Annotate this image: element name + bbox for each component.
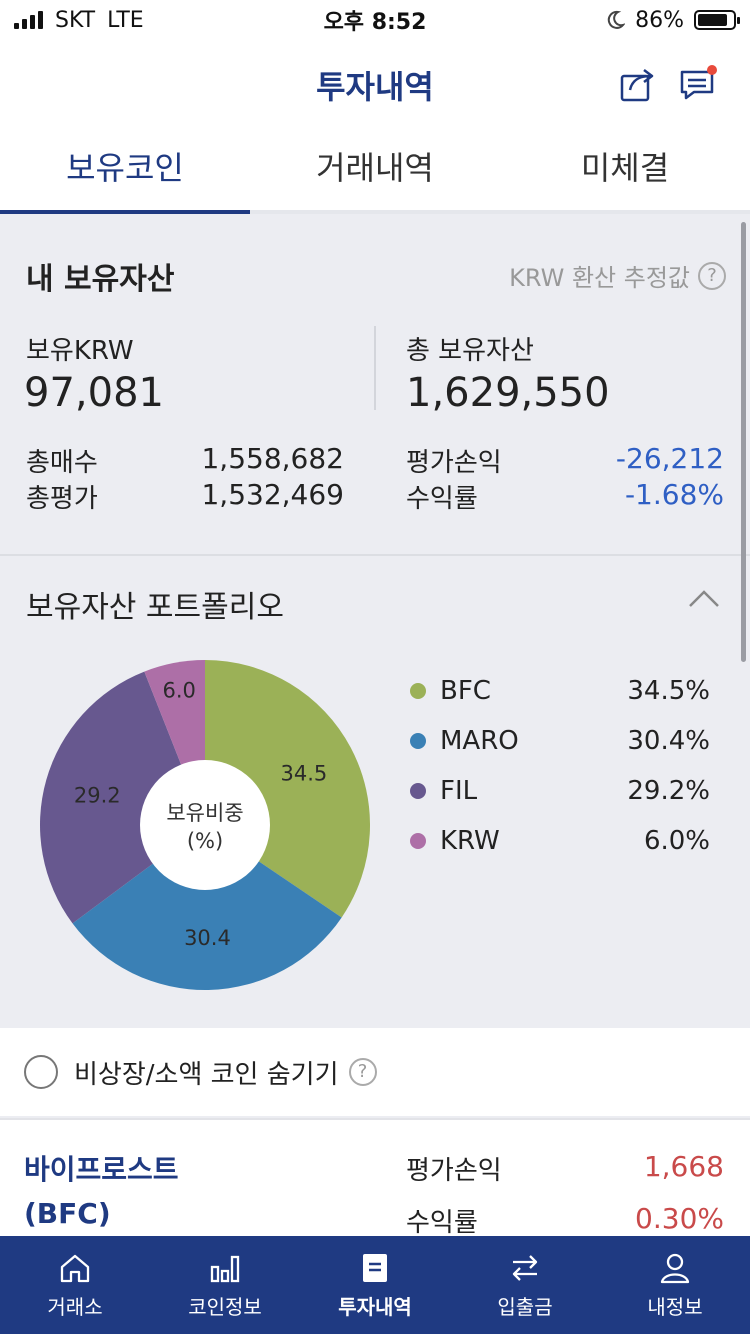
portfolio-title: 보유자산 포트폴리오: [26, 590, 284, 625]
chart-center-label-1: 보유비중: [166, 801, 243, 825]
battery-icon: [694, 10, 740, 30]
nav-label: 투자내역: [338, 1294, 412, 1319]
portfolio-section: 보유자산 포트폴리오 보유비중 (%) 34.5 30.4 29.2 6.0 BFC …: [0, 556, 750, 1026]
page-title: 투자내역: [316, 68, 434, 106]
tab-bar: 보유코인 거래내역 미체결: [0, 128, 750, 214]
app-header: 투자내역: [0, 40, 750, 126]
assets-title: 내 보유자산: [26, 262, 175, 297]
legend-dot: [410, 783, 426, 799]
legend-item-bfc: BFC 34.5%: [410, 666, 710, 716]
share-icon[interactable]: [618, 64, 658, 104]
krw-value: 97,081: [24, 370, 164, 416]
slice-label-fil: 29.2: [74, 783, 121, 807]
legend-name: BFC: [440, 676, 491, 706]
nav-label: 코인정보: [188, 1294, 262, 1319]
notification-dot: [707, 65, 717, 75]
return-rate-label: 수익률: [406, 484, 478, 514]
nav-label: 입출금: [497, 1294, 553, 1319]
nav-coin-info[interactable]: 코인정보: [150, 1236, 300, 1334]
my-assets-section: 내 보유자산 KRW 환산 추정값 ? 보유KRW 97,081 총 보유자산 …: [0, 214, 750, 554]
tab-history[interactable]: 거래내역: [316, 149, 434, 187]
slice-label-bfc: 34.5: [281, 761, 328, 785]
slice-label-maro: 30.4: [184, 926, 231, 950]
pie-slice-fil: [40, 671, 205, 924]
pie-slice-maro: [72, 825, 342, 990]
legend-item-krw: KRW 6.0%: [410, 816, 710, 866]
coin-row-bfc[interactable]: 바이프로스트 (BFC) 평가손익 1,668 수익률 0.30%: [0, 1118, 750, 1236]
chart-legend: BFC 34.5% MARO 30.4% FIL 29.2% KRW 6.0%: [410, 666, 710, 866]
nav-label: 거래소: [47, 1294, 103, 1319]
status-right: 86%: [605, 7, 740, 33]
coin-return-value: 0.30%: [635, 1202, 724, 1235]
tab-holdings[interactable]: 보유코인: [0, 128, 250, 214]
document-icon: [363, 1253, 387, 1282]
nav-deposit-withdraw[interactable]: 입출금: [450, 1236, 600, 1334]
legend-name: MARO: [440, 726, 519, 756]
help-icon[interactable]: ?: [698, 261, 726, 290]
krw-estimate-label: KRW 환산 추정값: [509, 264, 690, 292]
nav-my-info[interactable]: 내정보: [600, 1236, 750, 1334]
profit-loss-label: 평가손익: [406, 448, 502, 478]
battery-percent: 86%: [635, 7, 684, 33]
hide-small-coins-label: 비상장/소액 코인 숨기기: [74, 1059, 339, 1090]
home-icon: [60, 1254, 90, 1282]
legend-name: KRW: [440, 826, 500, 856]
legend-pct: 6.0%: [643, 826, 710, 856]
divider: [374, 326, 376, 410]
total-eval-label: 총평가: [26, 484, 98, 514]
coin-symbol: (BFC): [24, 1197, 111, 1230]
transfer-icon: [512, 1254, 538, 1281]
nav-investments[interactable]: 투자내역: [300, 1236, 450, 1334]
chevron-up-icon[interactable]: [686, 586, 722, 610]
status-left: SKT LTE: [14, 8, 144, 33]
profit-loss-value: -26,212: [615, 442, 724, 475]
portfolio-donut-chart: 보유비중 (%) 34.5 30.4 29.2 6.0: [40, 660, 370, 990]
coin-profit-loss-label: 평가손익: [406, 1156, 502, 1186]
nav-exchange[interactable]: 거래소: [0, 1236, 150, 1334]
pie-slice-bfc: [205, 660, 370, 918]
help-icon[interactable]: ?: [348, 1058, 377, 1086]
krw-estimate-note[interactable]: KRW 환산 추정값 ?: [509, 258, 726, 293]
donut-hole: [140, 760, 270, 890]
legend-dot: [410, 683, 426, 699]
total-eval-value: 1,532,469: [201, 478, 344, 511]
battery-level-fill: [698, 14, 728, 26]
legend-item-maro: MARO 30.4%: [410, 716, 710, 766]
section-divider: [0, 554, 750, 556]
legend-pct: 30.4%: [627, 726, 710, 756]
carrier-label: SKT: [55, 7, 96, 33]
legend-item-fil: FIL 29.2%: [410, 766, 710, 816]
legend-pct: 29.2%: [627, 776, 710, 806]
signal-icon: [14, 11, 43, 29]
scrollbar[interactable]: [741, 222, 746, 662]
legend-pct: 34.5%: [627, 676, 710, 706]
network-label: LTE: [107, 7, 144, 33]
bottom-nav: 거래소 코인정보 투자내역 입출금 내정보: [0, 1236, 750, 1334]
legend-dot: [410, 833, 426, 849]
content-area[interactable]: 내 보유자산 KRW 환산 추정값 ? 보유KRW 97,081 총 보유자산 …: [0, 214, 750, 1236]
coin-return-label: 수익률: [406, 1208, 478, 1236]
hide-small-coins-row[interactable]: 비상장/소액 코인 숨기기 ?: [0, 1028, 750, 1116]
slice-label-krw: 6.0: [162, 678, 195, 702]
tab-pending[interactable]: 미체결: [580, 149, 670, 187]
status-bar: SKT LTE 오후 8:52 86%: [0, 0, 750, 40]
total-buy-label: 총매수: [26, 448, 98, 478]
chart-center-label-2: (%): [187, 829, 223, 853]
krw-label: 보유KRW: [26, 336, 134, 366]
user-icon: [660, 1253, 690, 1283]
coin-profit-loss-value: 1,668: [643, 1150, 724, 1183]
hide-small-coins-radio[interactable]: [24, 1055, 58, 1089]
coin-name: 바이프로스트 (BFC): [24, 1148, 179, 1236]
legend-name: FIL: [440, 776, 478, 806]
legend-dot: [410, 733, 426, 749]
chat-icon[interactable]: [678, 64, 718, 104]
return-rate-value: -1.68%: [624, 478, 724, 511]
moon-icon: [607, 10, 626, 29]
total-assets-label: 총 보유자산: [406, 336, 534, 366]
total-buy-value: 1,558,682: [201, 442, 344, 475]
bar-chart-icon: [210, 1255, 240, 1282]
total-assets-value: 1,629,550: [406, 370, 610, 416]
coin-name-korean: 바이프로스트: [24, 1153, 179, 1186]
nav-label: 내정보: [647, 1294, 703, 1319]
